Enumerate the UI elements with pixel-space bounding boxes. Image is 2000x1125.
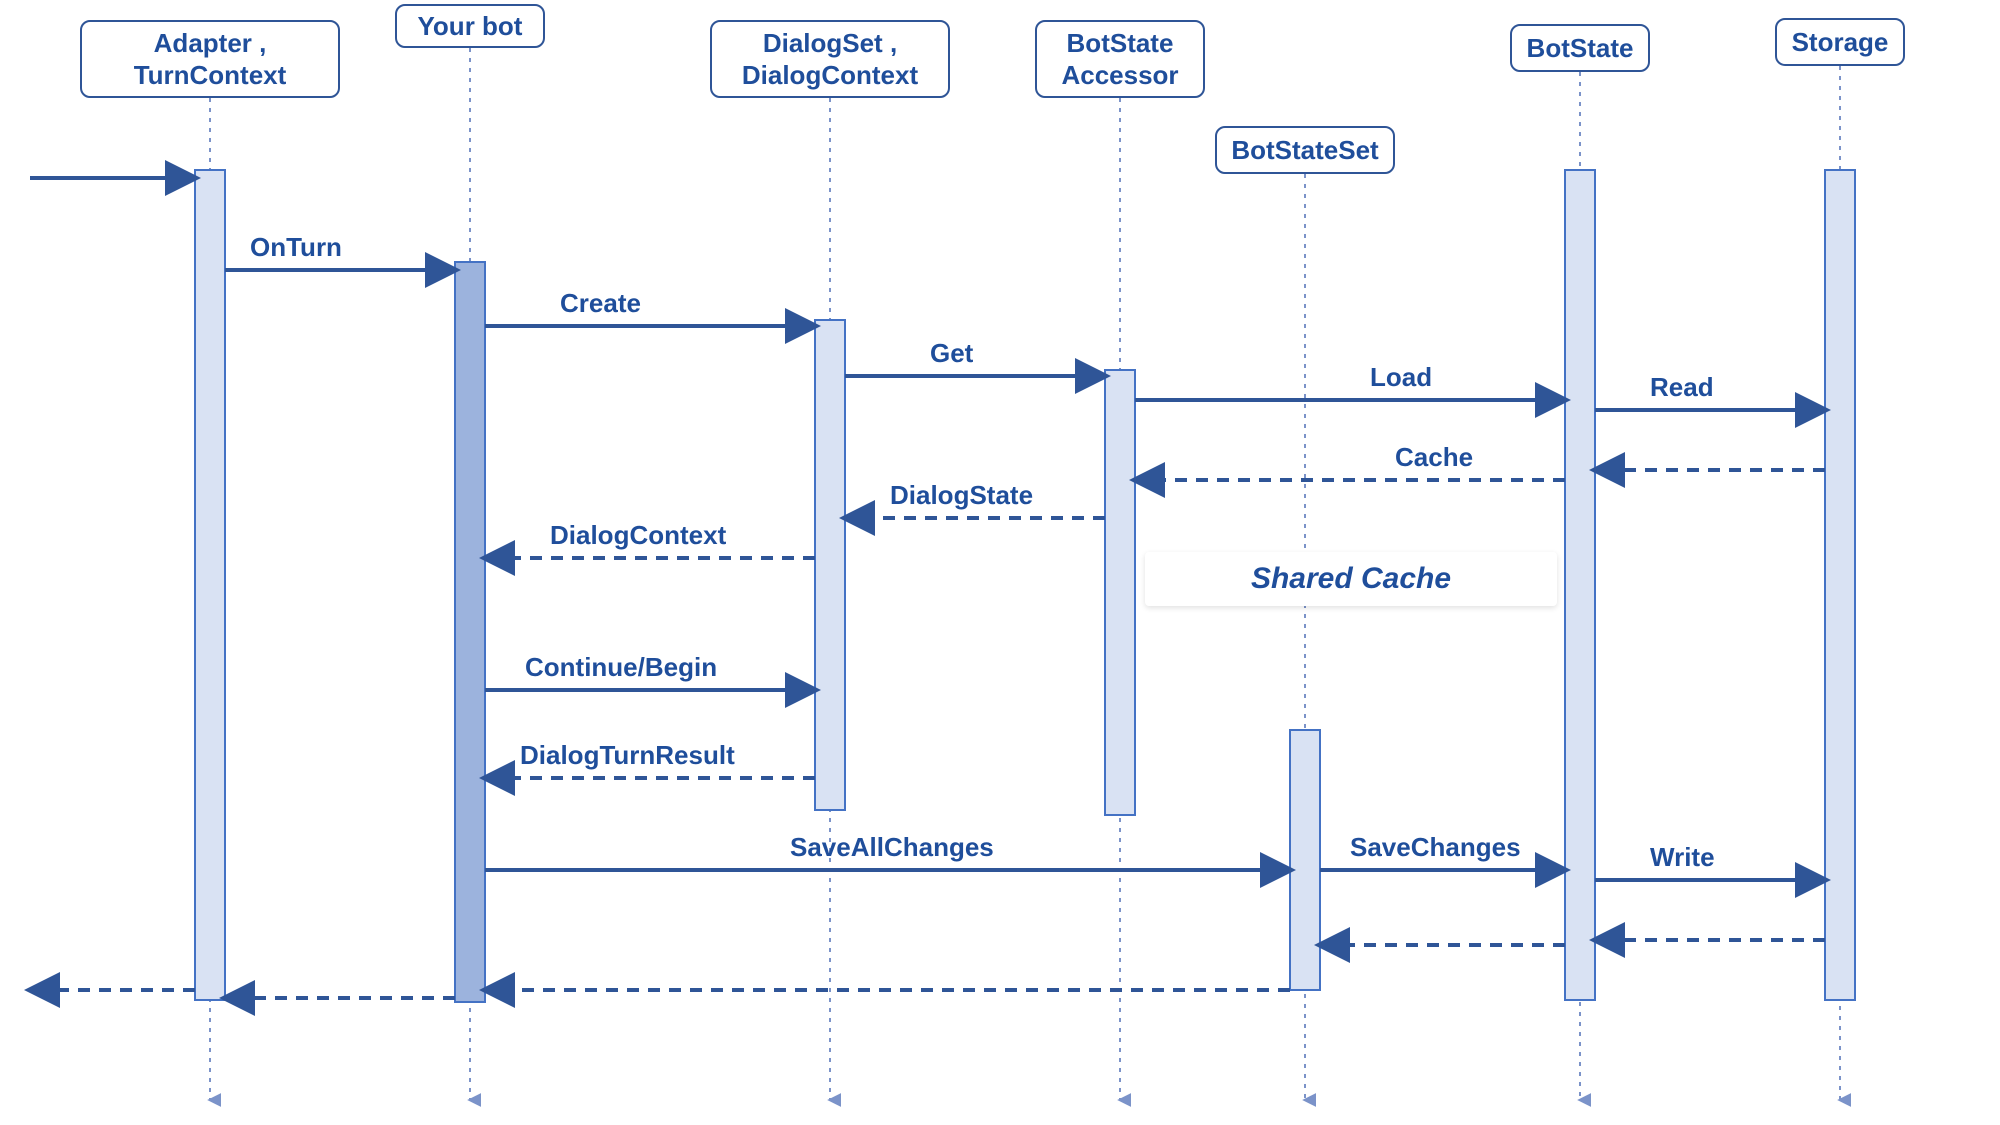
lifeline-box-storage: Storage [1775, 18, 1905, 66]
message-label-dialogstate: DialogState [890, 480, 1033, 511]
shared-cache-label: Shared Cache [1251, 562, 1451, 595]
message-label-onturn: OnTurn [250, 232, 342, 263]
message-label-dialogcontext: DialogContext [550, 520, 726, 551]
message-label-saveall: SaveAllChanges [790, 832, 994, 863]
activation-adapter [195, 170, 225, 1000]
lifeline-box-dialog: DialogSet ,DialogContext [710, 20, 950, 98]
lifeline-label-stateset: BotStateSet [1231, 134, 1378, 167]
activation-accessor [1105, 370, 1135, 815]
message-label-create: Create [560, 288, 641, 319]
lifeline-label-adapter: Adapter ,TurnContext [134, 27, 287, 92]
lifeline-label-dialog: DialogSet ,DialogContext [742, 27, 918, 92]
sequence-diagram-svg [0, 0, 2000, 1125]
activation-stateset [1290, 730, 1320, 990]
activation-bot [455, 262, 485, 1002]
lifeline-label-botstate: BotState [1527, 32, 1634, 65]
activation-storage [1825, 170, 1855, 1000]
message-label-savechanges: SaveChanges [1350, 832, 1521, 863]
shared-cache-box: Shared Cache [1145, 552, 1557, 606]
message-label-write: Write [1650, 842, 1715, 873]
lifeline-label-storage: Storage [1792, 26, 1889, 59]
lifeline-box-accessor: BotStateAccessor [1035, 20, 1205, 98]
message-label-dtresult: DialogTurnResult [520, 740, 735, 771]
activation-botstate [1565, 170, 1595, 1000]
lifeline-label-bot: Your bot [418, 10, 523, 43]
lifeline-box-stateset: BotStateSet [1215, 126, 1395, 174]
lifeline-box-botstate: BotState [1510, 24, 1650, 72]
message-label-read: Read [1650, 372, 1714, 403]
message-label-cache: Cache [1395, 442, 1473, 473]
lifeline-box-adapter: Adapter ,TurnContext [80, 20, 340, 98]
message-label-continue: Continue/Begin [525, 652, 717, 683]
activation-dialog [815, 320, 845, 810]
lifeline-label-accessor: BotStateAccessor [1061, 27, 1178, 92]
message-label-load: Load [1370, 362, 1432, 393]
message-label-get: Get [930, 338, 973, 369]
lifeline-box-bot: Your bot [395, 4, 545, 48]
